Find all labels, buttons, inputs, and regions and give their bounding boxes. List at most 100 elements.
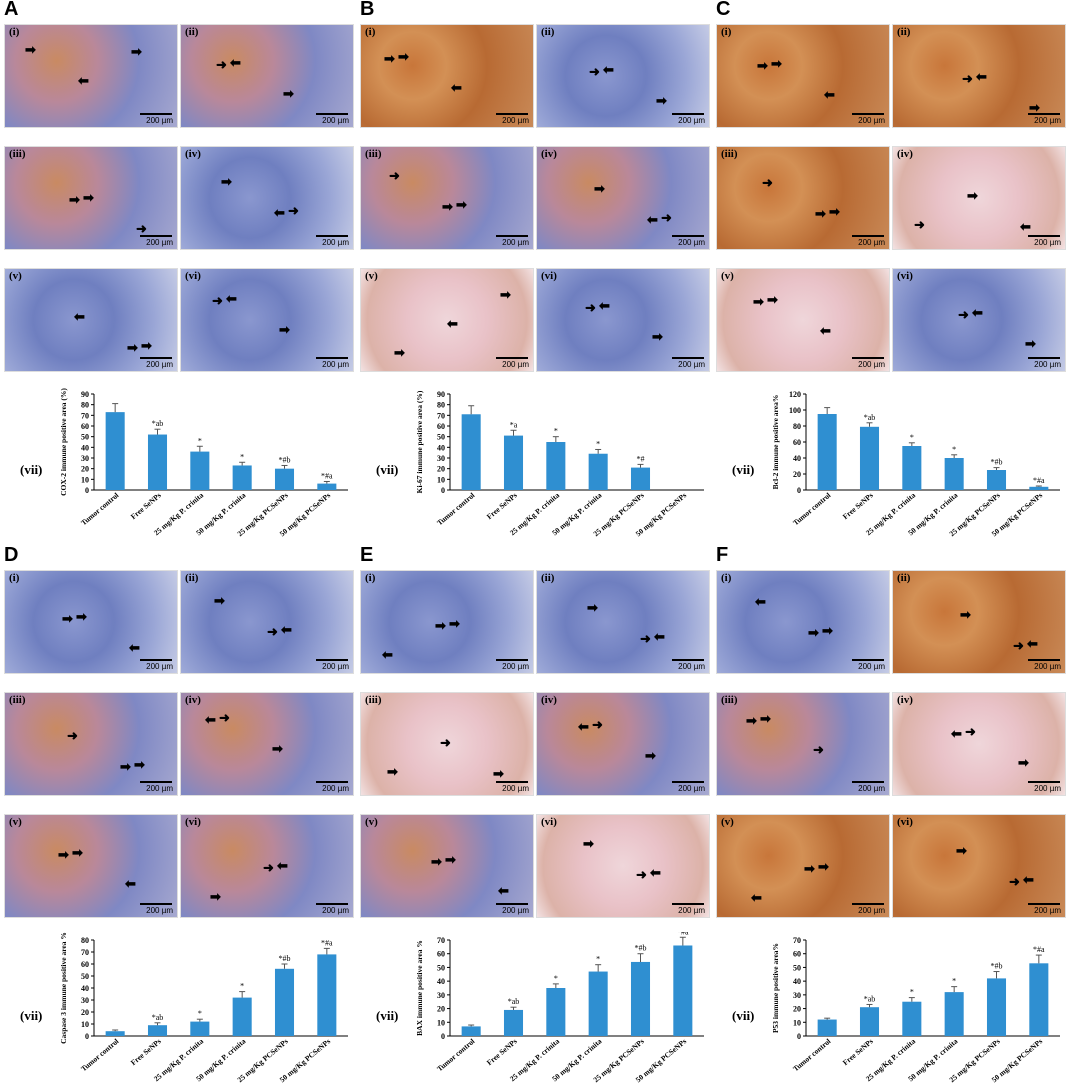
significance-label: *#a [321, 471, 333, 480]
bar-chart: BAX immune positive area % 0 10 20 30 40 50 60 7… [415, 932, 704, 1084]
scale-bar [1028, 113, 1060, 115]
micrograph: (iii) ➡ ➜ ➡ 200 µm [360, 692, 534, 796]
bar [546, 442, 566, 490]
arrow-icon: ⬅ [599, 298, 610, 313]
y-tick-label: 40 [437, 443, 445, 452]
panel-e: E (i) ➡ ⬅ ➡ 200 µm (ii) ⬅ ➡ ➜ 200 µm (iii) ➡ ➜ ➡ 200 µm… [356, 544, 712, 1092]
arrow-icon: ➜ [136, 221, 147, 236]
arrow-icon: ➡ [134, 757, 145, 772]
scale-bar [1028, 781, 1060, 783]
bar [317, 483, 337, 490]
micrograph: (i) ➡ ⬅ ➡ 200 µm [4, 24, 178, 128]
x-tick-label: Free SeNPs [841, 1037, 875, 1068]
arrow-icon: ➜ [1009, 874, 1020, 889]
arrow-icon: ➜ [219, 710, 230, 725]
micrograph: (v) ➡ ⬅ ➡ 200 µm [716, 814, 890, 918]
y-tick-label: 40 [793, 454, 801, 463]
x-tick-label: Tumor control [79, 491, 120, 528]
panel-letter: E [360, 544, 374, 566]
y-tick-label: 50 [793, 963, 801, 972]
y-tick-label: 50 [437, 963, 445, 972]
arrow-icon: ⬅ [498, 883, 509, 898]
bar [902, 1001, 922, 1036]
scale-bar [672, 659, 704, 661]
scale-bar [316, 235, 348, 237]
micrograph: (iii) ➡ ➜ ➡ 200 µm [4, 692, 178, 796]
arrow-icon: ➜ [640, 631, 651, 646]
bar [902, 446, 922, 490]
micrograph-label: (iii) [365, 148, 382, 160]
y-axis-label: P53 immune positive area% [771, 943, 780, 1033]
panel-a: A (i) ➡ ⬅ ➡ 200 µm (ii) ⬅ ➡ ➜ 200 µm (iii) ➡ ➜ ➡ 200 µm… [0, 0, 356, 546]
scale-bar-label: 200 µm [322, 784, 349, 793]
arrow-icon: ⬅ [603, 62, 614, 77]
scale-bar [316, 781, 348, 783]
y-tick-label: 80 [793, 422, 801, 431]
bar [588, 971, 608, 1036]
micrograph-label: (ii) [541, 26, 555, 38]
significance-label: * [554, 974, 558, 983]
bar [630, 467, 651, 490]
bar [105, 412, 125, 490]
arrow-icon: ➜ [267, 624, 278, 639]
x-tick-label: Tumor control [791, 491, 832, 528]
x-tick-label: Free SeNPs [485, 1037, 519, 1068]
scale-bar-label: 200 µm [1034, 906, 1061, 915]
y-tick-label: 80 [81, 936, 89, 945]
micrograph: (v) ➡ ⬅ ➡ 200 µm [360, 268, 534, 372]
x-tick-label: Free SeNPs [485, 491, 519, 522]
scale-bar [140, 659, 172, 661]
scale-bar [496, 113, 528, 115]
scale-bar-label: 200 µm [502, 116, 529, 125]
arrow-icon: ➡ [435, 618, 446, 633]
chart-sublabel: (vii) [376, 462, 399, 477]
micrograph: (vi) ⬅ ➡ ➜ 200 µm [536, 814, 710, 918]
significance-label: * [554, 427, 558, 436]
arrow-icon: ➡ [1025, 336, 1036, 351]
arrow-icon: ➡ [62, 611, 73, 626]
arrow-icon: ➜ [762, 175, 773, 190]
scale-bar [1028, 659, 1060, 661]
arrow-icon: ➡ [384, 51, 395, 66]
arrow-icon: ⬅ [226, 291, 237, 306]
micrograph: (i) ➡ ⬅ ➡ 200 µm [4, 570, 178, 674]
bar [944, 458, 964, 490]
bar [274, 468, 295, 490]
scale-bar-label: 200 µm [678, 906, 705, 915]
chart-sublabel: (vii) [376, 1008, 399, 1023]
micrograph-label: (i) [9, 572, 20, 584]
scale-bar [496, 781, 528, 783]
panel-letter: C [716, 0, 731, 20]
significance-label: * [910, 988, 914, 997]
scale-bar-label: 200 µm [146, 906, 173, 915]
bar [859, 426, 880, 490]
micrograph-label: (iii) [721, 694, 738, 706]
scale-bar [140, 357, 172, 359]
bar [147, 434, 168, 490]
micrograph: (vi) ⬅ ➡ ➜ 200 µm [180, 814, 354, 918]
significance-label: *#b [991, 962, 1003, 971]
scale-bar [140, 113, 172, 115]
micrograph: (v) ➡ ⬅ ➡ 200 µm [716, 268, 890, 372]
significance-label: *#b [279, 455, 291, 464]
micrograph-label: (ii) [897, 26, 911, 38]
arrow-icon: ⬅ [230, 55, 241, 70]
arrow-icon: ⬅ [205, 712, 216, 727]
micrograph-label: (vi) [185, 816, 201, 828]
arrow-icon: ⬅ [1027, 636, 1038, 651]
arrow-icon: ➡ [272, 741, 283, 756]
micrograph: (iv) ➜ ➡ ⬅ 200 µm [536, 146, 710, 250]
scale-bar [140, 781, 172, 783]
y-tick-label: 50 [437, 433, 445, 442]
y-tick-label: 40 [793, 977, 801, 986]
scale-bar-label: 200 µm [502, 360, 529, 369]
micrograph-label: (iii) [721, 148, 738, 160]
scale-bar-label: 200 µm [502, 784, 529, 793]
panel-letter: B [360, 0, 375, 20]
micrograph: (ii) ⬅ ➡ ➜ 200 µm [536, 24, 710, 128]
y-tick-label: 30 [437, 991, 445, 1000]
scale-bar-label: 200 µm [858, 662, 885, 671]
significance-label: *#a [1033, 476, 1045, 485]
arrow-icon: ⬅ [74, 309, 85, 324]
x-tick-label: Tumor control [791, 1037, 832, 1074]
